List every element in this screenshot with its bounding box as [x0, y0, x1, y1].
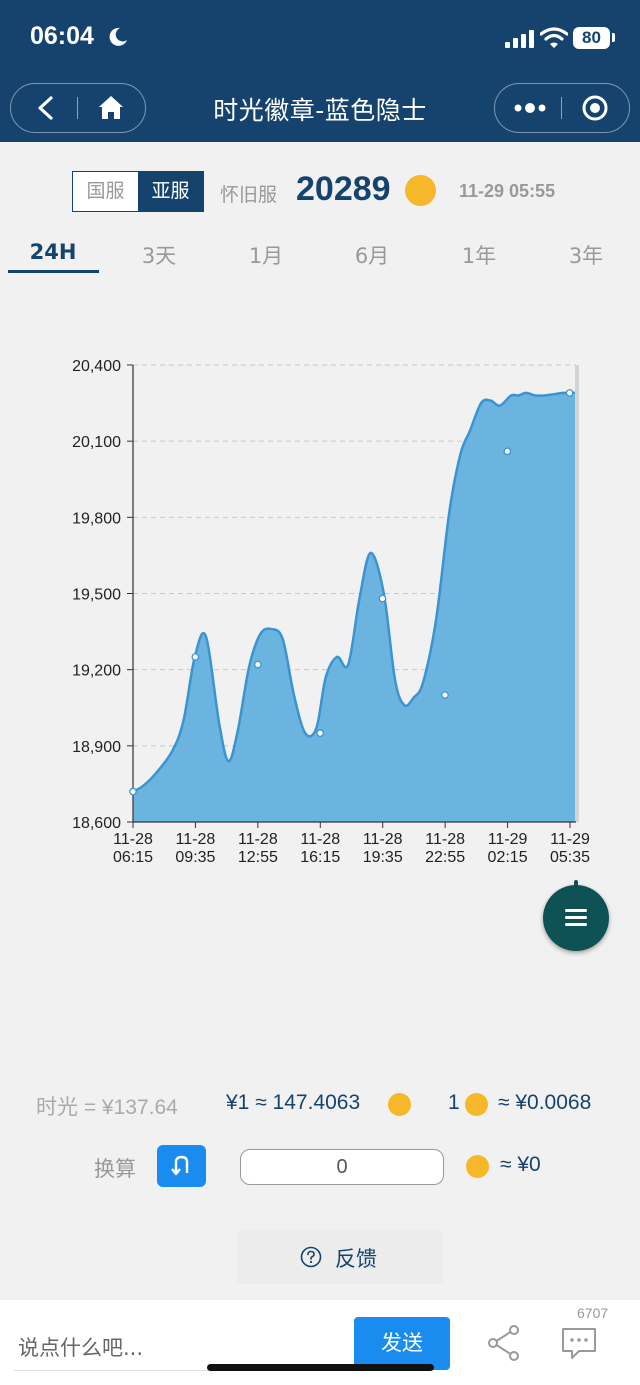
coin-icon	[465, 1093, 488, 1116]
swap-direction-button[interactable]	[157, 1145, 206, 1187]
back-button[interactable]	[11, 84, 77, 132]
y-tick-label: 18,600	[72, 815, 121, 832]
send-button[interactable]: 发送	[354, 1317, 450, 1370]
coin-icon	[388, 1093, 411, 1116]
menu-line-icon	[565, 909, 587, 912]
data-point	[503, 447, 512, 456]
menu-line-icon	[565, 923, 587, 926]
data-point	[253, 660, 262, 669]
battery-tip	[612, 33, 615, 42]
area-fill	[133, 392, 577, 822]
comment-input[interactable]: 说点什么吧...	[18, 1336, 144, 1360]
home-icon	[99, 96, 123, 119]
y-tick-label: 19,200	[72, 663, 121, 680]
capsule-divider	[77, 97, 78, 119]
chevron-left-icon	[38, 96, 53, 120]
convert-result: ≈ ¥0	[500, 1153, 541, 1176]
comment-count: 6707	[577, 1305, 609, 1321]
price-chart[interactable]: 20,400 20,100 19,800 19,500 19,200 18,900 18,6…	[0, 330, 640, 880]
server-cn-option[interactable]: 国服	[73, 172, 138, 211]
range-tabs: 24H 3天 1月 6月 1年 3年	[0, 236, 640, 276]
x-tick-time: 16:15	[300, 849, 340, 866]
convert-amount-input[interactable]: 0	[240, 1149, 444, 1185]
x-tick-time: 19:35	[363, 849, 403, 866]
wifi-icon	[540, 27, 568, 48]
top-bar: 06:04 80 时光徽章-蓝色隐士	[0, 0, 640, 142]
data-point	[191, 653, 200, 661]
rate-coin-prefix: 1	[448, 1091, 460, 1114]
close-miniprogram-button[interactable]	[562, 84, 629, 132]
server-toggle: 国服 亚服	[72, 171, 204, 212]
input-underline	[14, 1370, 334, 1371]
home-indicator	[207, 1364, 434, 1371]
x-tick-date: 11-29	[488, 831, 528, 848]
price-line	[132, 391, 577, 793]
moon-icon	[109, 27, 127, 46]
data-point	[378, 594, 387, 603]
status-time: 06:04	[30, 22, 94, 50]
fab-pin	[574, 880, 578, 886]
tab-24h[interactable]: 24H	[29, 240, 77, 264]
y-tick-label: 18,900	[72, 739, 121, 756]
menu-fab-button[interactable]	[543, 885, 609, 951]
question-circle-icon	[300, 1246, 322, 1268]
rate-yuan-to-coin: ¥1 ≈ 147.4063	[226, 1091, 361, 1114]
x-tick-time: 02:15	[488, 849, 528, 866]
nav-capsule-left	[10, 83, 146, 133]
battery-indicator: 80	[573, 27, 610, 49]
data-point	[316, 729, 325, 737]
y-tick-label: 20,100	[72, 434, 121, 451]
data-point	[565, 389, 574, 397]
capsule-divider	[561, 97, 562, 119]
price-timestamp: 11-29 05:55	[459, 181, 556, 201]
x-tick-date: 11-28	[238, 831, 278, 848]
tab-3d[interactable]: 3天	[141, 244, 177, 268]
more-button[interactable]	[495, 84, 561, 132]
server-nostalgia-option[interactable]: 怀旧服	[220, 184, 278, 206]
menu-line-icon	[565, 916, 587, 919]
x-tick-time: 05:35	[550, 849, 590, 866]
coin-icon	[405, 175, 436, 206]
feedback-button[interactable]: 反馈	[237, 1230, 443, 1284]
page-title: 时光徽章-蓝色隐士	[213, 96, 427, 125]
target-circle-icon	[582, 95, 608, 121]
x-tick-time: 09:35	[175, 849, 215, 866]
y-tick-label: 19,800	[72, 510, 121, 527]
tab-6m[interactable]: 6月	[354, 244, 390, 268]
x-tick-date: 11-28	[176, 831, 216, 848]
nav-capsule-right	[494, 83, 630, 133]
data-point	[441, 691, 449, 699]
comment-bar: 说点什么吧... 发送 6707	[0, 1300, 640, 1385]
x-tick-date: 11-28	[425, 831, 465, 848]
tab-1m[interactable]: 1月	[248, 244, 284, 268]
home-button[interactable]	[78, 84, 145, 132]
x-tick-date: 11-28	[363, 831, 403, 848]
data-point	[129, 787, 137, 796]
x-tick-date: 11-28	[300, 831, 340, 848]
swap-icon	[171, 1155, 189, 1176]
x-tick-time: 12:55	[238, 849, 278, 866]
more-dots-icon	[514, 103, 546, 113]
y-tick-label: 19,500	[72, 587, 121, 604]
x-tick-time: 06:15	[113, 849, 153, 866]
feedback-label: 反馈	[335, 1247, 377, 1271]
y-tick-label: 20,400	[72, 358, 121, 375]
chart-right-edge	[575, 365, 579, 822]
tab-3y[interactable]: 3年	[568, 244, 604, 268]
current-price: 20289	[296, 170, 391, 208]
tab-underline	[8, 270, 99, 273]
x-tick-time: 22:55	[425, 849, 465, 866]
share-icon[interactable]	[486, 1324, 522, 1362]
signal-icon	[505, 30, 534, 48]
x-tick-date: 11-28	[113, 831, 153, 848]
rate-coin-to-yuan: ≈ ¥0.0068	[498, 1091, 592, 1114]
rate-time-value: 时光 = ¥137.64	[36, 1096, 178, 1119]
coin-icon	[466, 1155, 489, 1178]
convert-label: 换算	[94, 1157, 136, 1181]
server-asia-option[interactable]: 亚服	[138, 172, 203, 211]
x-tick-date: 11-29	[550, 831, 590, 848]
tab-1y[interactable]: 1年	[461, 244, 497, 268]
comment-bubble-icon[interactable]	[560, 1326, 598, 1362]
